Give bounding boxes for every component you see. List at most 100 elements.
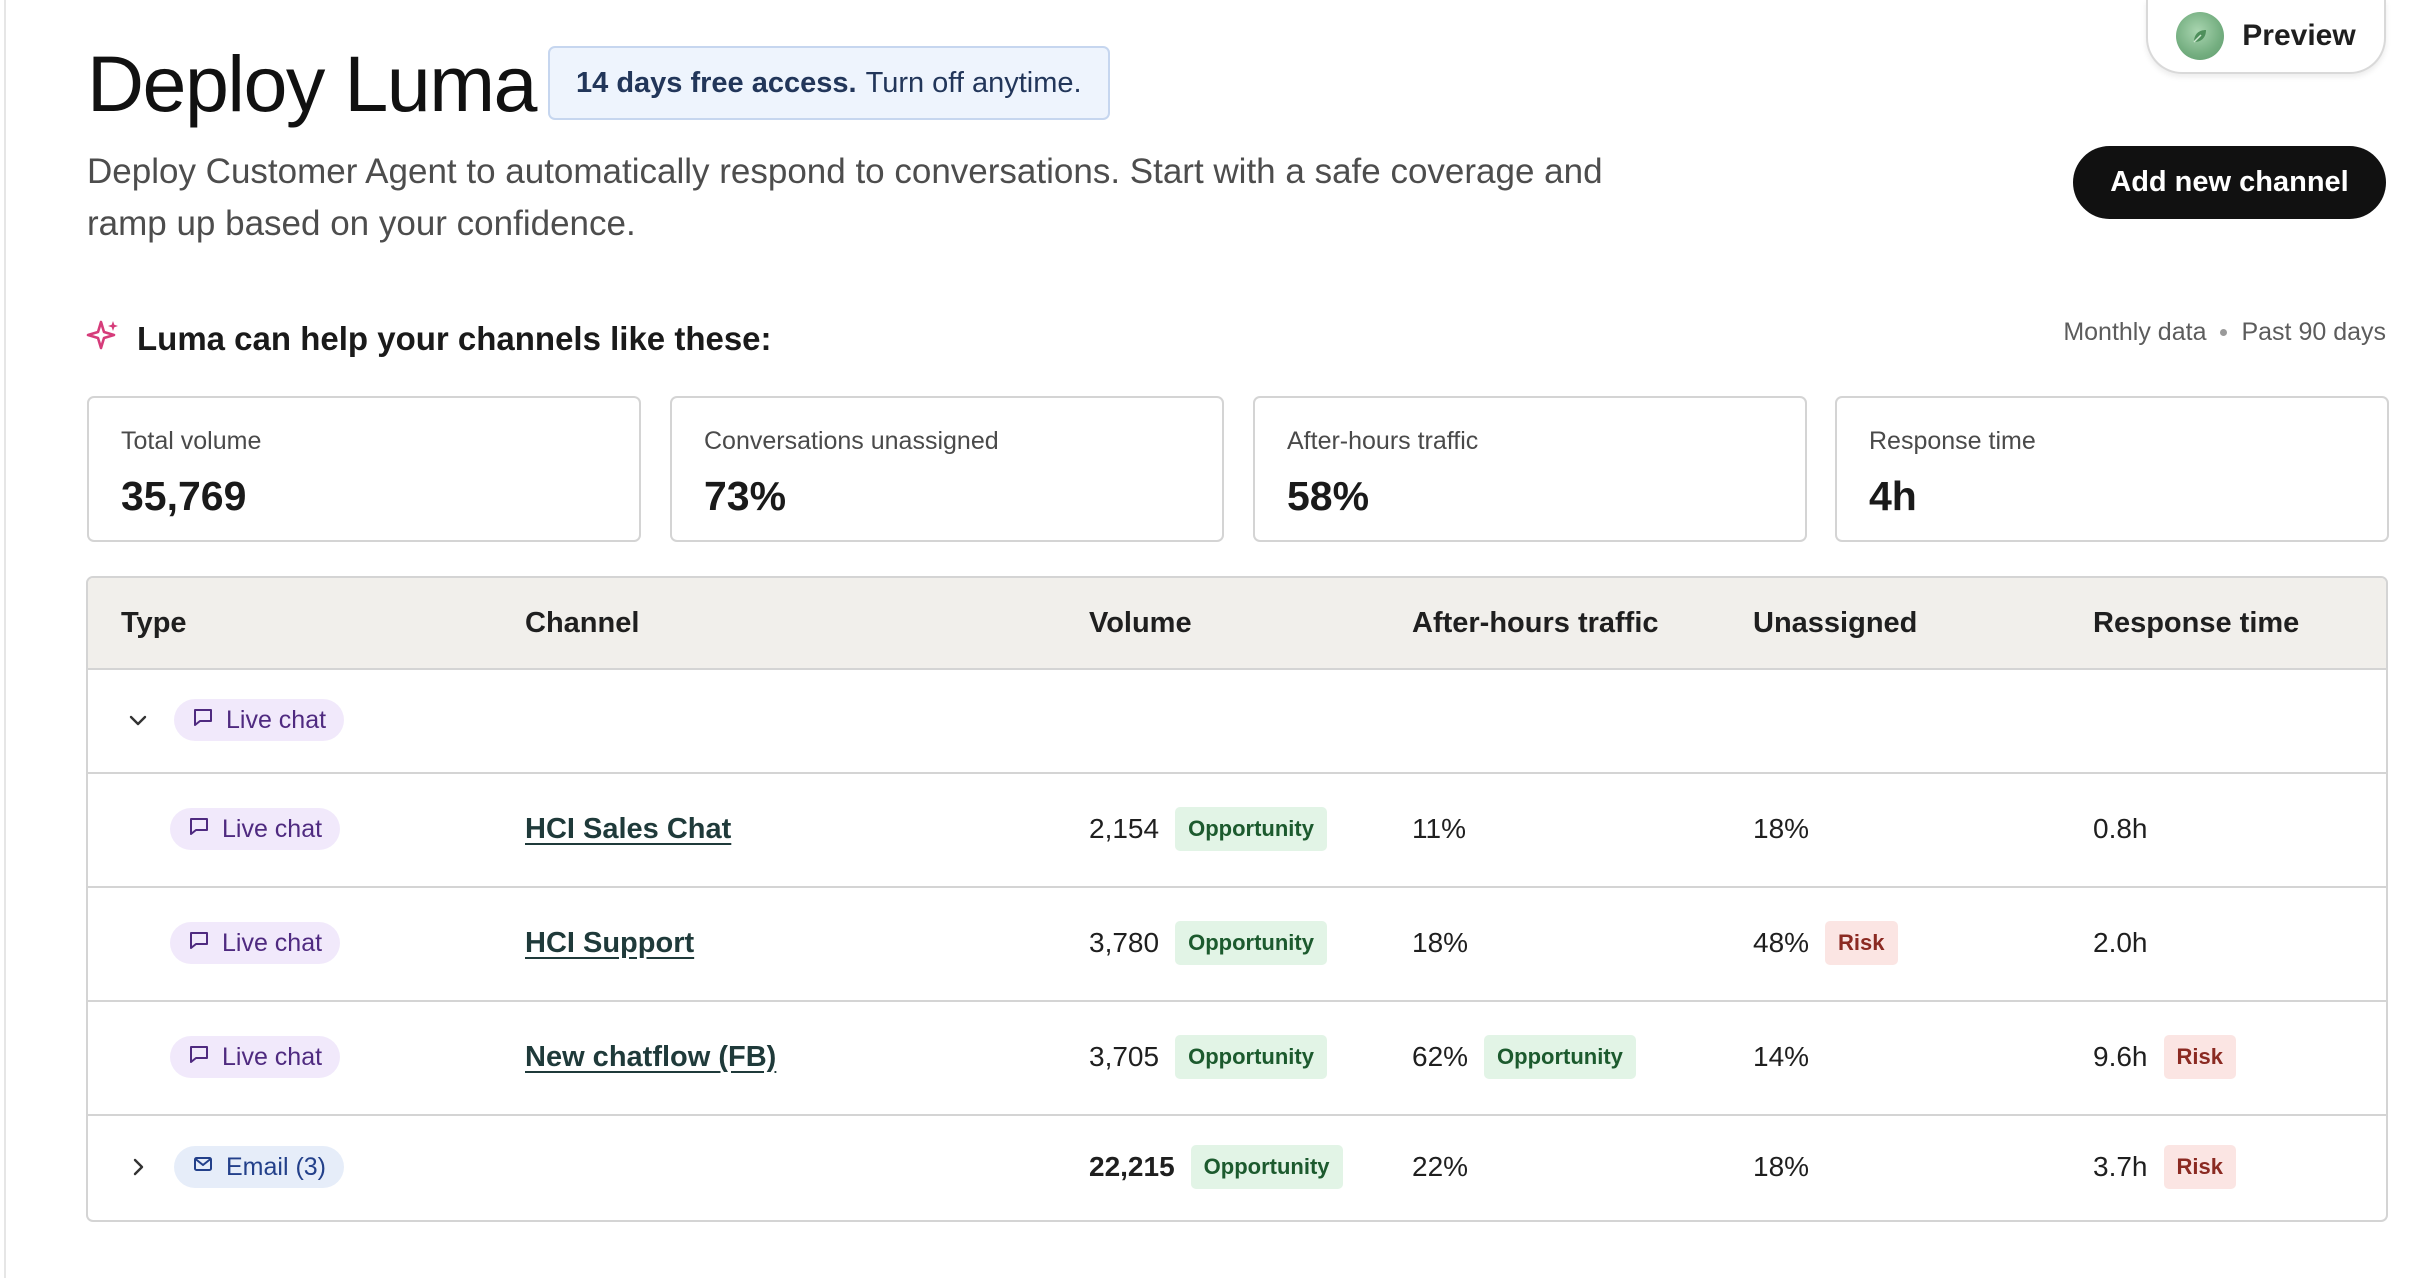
trial-badge: 14 days free access. Turn off anytime. xyxy=(548,46,1110,120)
add-new-channel-button[interactable]: Add new channel xyxy=(2073,146,2386,219)
unassigned-cell: 18% xyxy=(1753,772,1809,886)
opportunity-tag: Opportunity xyxy=(1175,807,1327,851)
table-row: Live chat New chatflow (FB) 3,705 Opport… xyxy=(88,1000,2386,1116)
channel-cell: New chatflow (FB) xyxy=(525,1000,776,1114)
response-time-value: 0.8h xyxy=(2093,813,2148,844)
unassigned-value: 14% xyxy=(1753,1041,1810,1072)
response-time-value: 9.6h xyxy=(2093,1041,2148,1072)
opportunity-tag: Opportunity xyxy=(1175,1035,1327,1079)
volume-cell: 2,154 Opportunity xyxy=(1089,772,1327,886)
type-pill: Live chat xyxy=(174,699,345,741)
channel-link[interactable]: HCI Support xyxy=(525,926,695,959)
after-hours-value: 11% xyxy=(1412,813,1466,844)
channel-cell: HCI Sales Chat xyxy=(525,772,731,886)
stat-card-response-time: Response time 4h xyxy=(1835,396,2389,542)
column-header-volume[interactable]: Volume xyxy=(1089,606,1192,639)
chat-bubble-icon xyxy=(192,706,214,735)
after-hours-value: 18% xyxy=(1412,927,1469,958)
column-header-unassigned[interactable]: Unassigned xyxy=(1753,606,1918,639)
volume-value: 3,780 xyxy=(1089,927,1160,958)
chat-bubble-icon xyxy=(188,815,210,844)
data-range-meta: Monthly data Past 90 days xyxy=(2063,318,2386,347)
opportunity-tag: Opportunity xyxy=(1175,921,1327,965)
response-time-cell: 3.7h Risk xyxy=(2093,1114,2236,1220)
type-label: Live chat xyxy=(222,1042,323,1071)
data-granularity: Monthly data xyxy=(2063,318,2207,346)
column-header-after-hours[interactable]: After-hours traffic xyxy=(1412,606,1659,639)
group-toggle: Email (3) xyxy=(118,1114,345,1220)
response-time-value: 3.7h xyxy=(2093,1151,2148,1182)
type-label: Live chat xyxy=(222,814,323,843)
risk-tag: Risk xyxy=(2163,1145,2236,1189)
type-cell: Live chat xyxy=(170,1000,341,1114)
channel-link[interactable]: New chatflow (FB) xyxy=(525,1040,777,1073)
stat-value: 4h xyxy=(1869,473,1917,519)
stat-value: 35,769 xyxy=(121,473,247,519)
preview-button[interactable]: Preview xyxy=(2146,0,2386,74)
left-divider xyxy=(4,0,6,1278)
table-header: Type Channel Volume After-hours traffic … xyxy=(88,578,2386,670)
stat-value: 73% xyxy=(704,473,787,519)
insights-heading: Luma can help your channels like these: xyxy=(85,318,772,359)
response-time-cell: 0.8h xyxy=(2093,772,2148,886)
type-pill: Live chat xyxy=(170,922,341,964)
stat-value: 58% xyxy=(1287,473,1370,519)
type-cell: Live chat xyxy=(170,886,341,1000)
column-header-type[interactable]: Type xyxy=(121,606,187,639)
channels-table: Type Channel Volume After-hours traffic … xyxy=(86,576,2388,1222)
channel-link[interactable]: HCI Sales Chat xyxy=(525,812,732,845)
mail-icon xyxy=(192,1153,214,1182)
table-row: Live chat HCI Sales Chat 2,154 Opportuni… xyxy=(88,772,2386,888)
type-pill: Live chat xyxy=(170,808,341,850)
channel-cell: HCI Support xyxy=(525,886,694,1000)
stat-label: Conversations unassigned xyxy=(704,427,999,455)
volume-value: 2,154 xyxy=(1089,813,1160,844)
volume-value: 3,705 xyxy=(1089,1041,1160,1072)
column-header-channel[interactable]: Channel xyxy=(525,606,640,639)
after-hours-value: 22% xyxy=(1412,1151,1469,1182)
insights-title: Luma can help your channels like these: xyxy=(137,319,772,357)
stat-label: Response time xyxy=(1869,427,2036,455)
unassigned-cell: 14% xyxy=(1753,1000,1809,1114)
type-label: Live chat xyxy=(222,928,323,957)
data-range: Past 90 days xyxy=(2241,318,2386,346)
group-toggle: Live chat xyxy=(118,668,345,772)
stat-card-unassigned: Conversations unassigned 73% xyxy=(670,396,1224,542)
after-hours-cell: 11% xyxy=(1412,772,1466,886)
unassigned-cell: 48% Risk xyxy=(1753,886,1898,1000)
table-row: Live chat HCI Support 3,780 Opportunity … xyxy=(88,886,2386,1002)
unassigned-cell: 18% xyxy=(1753,1114,1809,1220)
preview-label: Preview xyxy=(2242,19,2356,52)
type-cell: Live chat xyxy=(170,772,341,886)
opportunity-tag: Opportunity xyxy=(1190,1145,1343,1189)
page-title: Deploy Luma xyxy=(87,39,537,128)
meta-separator xyxy=(2220,329,2228,336)
volume-cell: 3,705 Opportunity xyxy=(1089,1000,1327,1114)
group-row-email[interactable]: Email (3) 22,215 Opportunity 22% 18% 3.7… xyxy=(88,1114,2386,1220)
stat-label: Total volume xyxy=(121,427,262,455)
trial-badge-text: Turn off anytime. xyxy=(865,66,1082,99)
after-hours-cell: 18% xyxy=(1412,886,1468,1000)
stat-card-total-volume: Total volume 35,769 xyxy=(87,396,641,542)
response-time-cell: 9.6h Risk xyxy=(2093,1000,2236,1114)
chevron-down-icon[interactable] xyxy=(118,700,158,740)
chevron-right-icon[interactable] xyxy=(118,1147,158,1187)
volume-cell: 22,215 Opportunity xyxy=(1089,1114,1343,1220)
group-row-live-chat[interactable]: Live chat xyxy=(88,668,2386,774)
column-header-response-time[interactable]: Response time xyxy=(2093,606,2300,639)
risk-tag: Risk xyxy=(1825,921,1898,965)
chat-bubble-icon xyxy=(188,929,210,958)
stat-card-after-hours: After-hours traffic 58% xyxy=(1253,396,1807,542)
unassigned-value: 18% xyxy=(1753,1151,1810,1182)
type-pill: Email (3) xyxy=(174,1146,345,1188)
type-pill: Live chat xyxy=(170,1036,341,1078)
volume-value: 22,215 xyxy=(1089,1151,1175,1182)
opportunity-tag: Opportunity xyxy=(1484,1035,1636,1079)
after-hours-cell: 62% Opportunity xyxy=(1412,1000,1636,1114)
page-description: Deploy Customer Agent to automatically r… xyxy=(87,152,1603,243)
risk-tag: Risk xyxy=(2163,1035,2236,1079)
type-label: Live chat xyxy=(226,705,327,734)
unassigned-value: 18% xyxy=(1753,813,1810,844)
unassigned-value: 48% xyxy=(1753,927,1810,958)
response-time-value: 2.0h xyxy=(2093,927,2148,958)
